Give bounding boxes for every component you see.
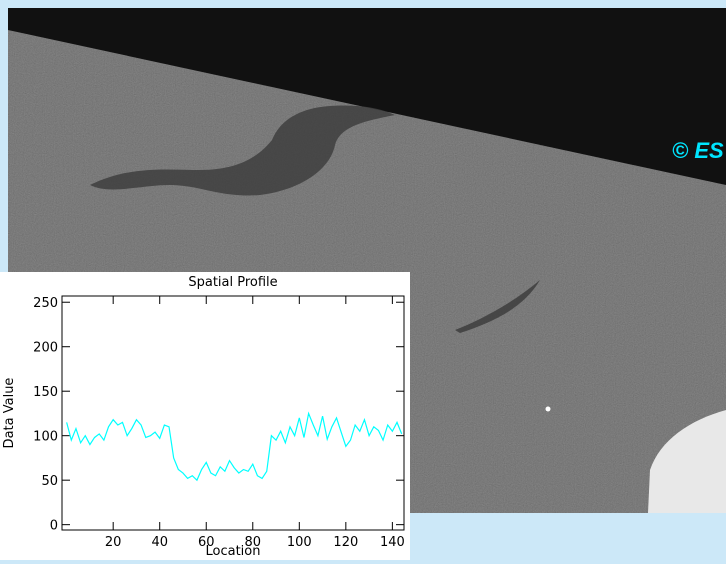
x-tick-label: 60 (198, 535, 215, 550)
y-tick-label: 0 (50, 519, 58, 534)
x-tick-label: 100 (287, 535, 312, 550)
y-tick-label: 100 (33, 430, 58, 445)
x-tick-label: 80 (245, 535, 262, 550)
y-tick-label: 150 (33, 385, 58, 400)
page: © ES Spatial Profile Location Data Value… (0, 0, 726, 560)
screen: © ES Spatial Profile Location Data Value… (0, 0, 726, 560)
x-tick-label: 20 (105, 535, 122, 550)
x-tick-label: 120 (333, 535, 358, 550)
copyright: © ES (672, 138, 724, 163)
y-tick-label: 50 (41, 474, 58, 489)
x-tick-label: 40 (151, 535, 168, 550)
y-axis-label: Data Value (2, 378, 17, 449)
y-tick-label: 200 (33, 341, 58, 356)
bright-point (546, 407, 551, 412)
y-tick-label: 250 (33, 296, 58, 311)
plot-title: Spatial Profile (188, 275, 277, 290)
profile-window: Spatial Profile Location Data Value 0501… (0, 272, 410, 560)
x-tick-label: 140 (380, 535, 405, 550)
